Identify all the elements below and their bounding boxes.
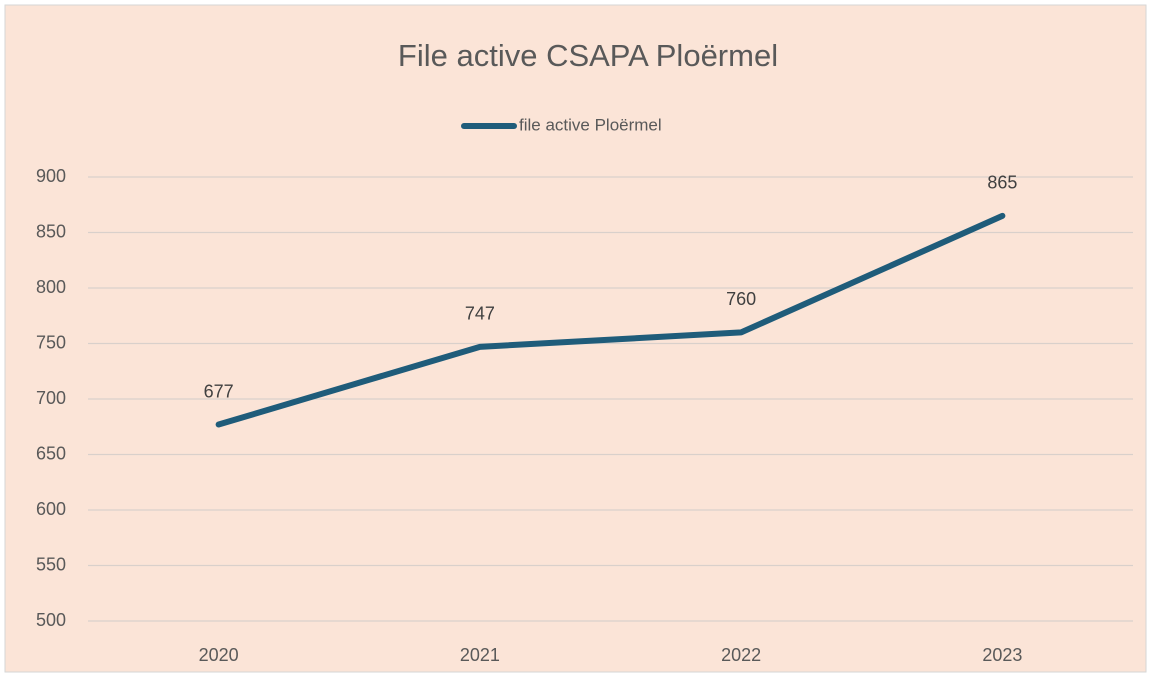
x-tick-label: 2023 <box>982 645 1022 665</box>
data-label: 747 <box>465 304 495 324</box>
legend-label: file active Ploërmel <box>519 115 662 134</box>
data-line <box>215 212 1006 428</box>
y-tick-label: 700 <box>36 388 66 408</box>
y-tick-label: 600 <box>36 499 66 519</box>
data-label: 865 <box>987 173 1017 193</box>
x-tick-label: 2021 <box>460 645 500 665</box>
y-tick-label: 550 <box>36 554 66 574</box>
x-tick-label: 2022 <box>721 645 761 665</box>
y-tick-label: 850 <box>36 221 66 241</box>
x-tick-label: 2020 <box>199 645 239 665</box>
chart-background <box>4 4 1147 673</box>
y-tick-label: 800 <box>36 277 66 297</box>
y-tick-label: 900 <box>36 166 66 186</box>
data-label: 677 <box>204 381 234 401</box>
data-label: 760 <box>726 289 756 309</box>
y-tick-label: 500 <box>36 610 66 630</box>
y-tick-label: 750 <box>36 332 66 352</box>
y-tick-label: 650 <box>36 443 66 463</box>
chart-title: File active CSAPA Ploërmel <box>398 38 778 73</box>
